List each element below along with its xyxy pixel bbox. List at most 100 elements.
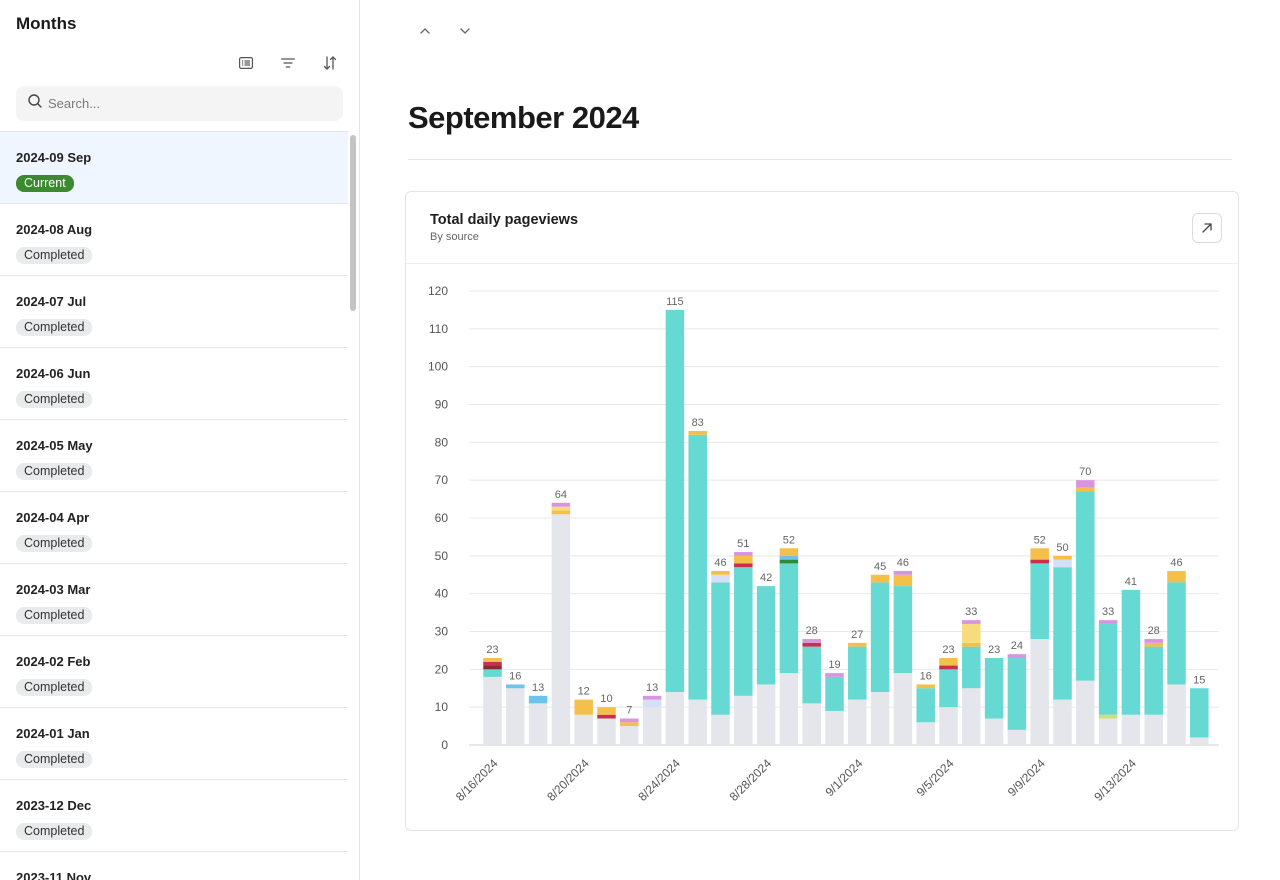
- bar-segment[interactable]: [1030, 548, 1049, 560]
- bar-segment[interactable]: [1076, 480, 1095, 488]
- bar-segment[interactable]: [551, 506, 571, 511]
- bar-segment[interactable]: [939, 665, 958, 670]
- bar-segment[interactable]: [483, 657, 502, 662]
- bar-segment[interactable]: [1053, 559, 1072, 568]
- list-item[interactable]: 2024-04 Apr Completed: [0, 492, 348, 564]
- bar-segment[interactable]: [734, 567, 753, 696]
- bar-segment[interactable]: [802, 646, 821, 704]
- list-item[interactable]: 2024-07 Jul Completed: [0, 276, 348, 348]
- bar-segment[interactable]: [597, 718, 616, 745]
- sort-icon[interactable]: [319, 52, 341, 74]
- bar-segment[interactable]: [665, 309, 685, 693]
- list-item[interactable]: 2024-08 Aug Completed: [0, 204, 348, 276]
- bar-segment[interactable]: [1167, 570, 1186, 583]
- bar-segment[interactable]: [916, 722, 935, 745]
- bar-segment[interactable]: [779, 563, 799, 674]
- bar-segment[interactable]: [756, 586, 776, 685]
- list-view-icon[interactable]: [235, 52, 257, 74]
- bar-segment[interactable]: [597, 707, 616, 715]
- bar-segment[interactable]: [1144, 642, 1163, 647]
- bar-segment[interactable]: [756, 684, 776, 745]
- list-item[interactable]: 2023-11 Nov: [0, 852, 348, 880]
- bar-segment[interactable]: [1007, 729, 1027, 745]
- bar-segment[interactable]: [916, 684, 935, 689]
- bar-segment[interactable]: [506, 688, 525, 745]
- bar-segment[interactable]: [893, 673, 913, 745]
- bar-segment[interactable]: [688, 699, 707, 745]
- bar-segment[interactable]: [984, 657, 1004, 719]
- bar-segment[interactable]: [984, 718, 1004, 745]
- bar-segment[interactable]: [1167, 582, 1186, 685]
- bar-segment[interactable]: [1144, 714, 1163, 745]
- bar-segment[interactable]: [734, 552, 753, 556]
- bar-segment[interactable]: [688, 434, 707, 700]
- bar-segment[interactable]: [825, 673, 844, 677]
- list-item[interactable]: 2024-03 Mar Completed: [0, 564, 348, 636]
- bar-segment[interactable]: [551, 510, 571, 515]
- bar-segment[interactable]: [825, 676, 844, 711]
- bar-segment[interactable]: [1098, 714, 1118, 719]
- bar-segment[interactable]: [779, 559, 799, 564]
- bar-segment[interactable]: [528, 695, 548, 704]
- bar-segment[interactable]: [870, 582, 890, 693]
- list-item[interactable]: 2024-02 Feb Completed: [0, 636, 348, 708]
- bar-segment[interactable]: [916, 688, 935, 723]
- bar-segment[interactable]: [1098, 623, 1118, 715]
- bar-segment[interactable]: [893, 574, 913, 587]
- bar-segment[interactable]: [1076, 491, 1095, 681]
- bar-segment[interactable]: [1030, 639, 1049, 745]
- bar-segment[interactable]: [734, 555, 753, 564]
- bar-segment[interactable]: [711, 582, 730, 715]
- bar-segment[interactable]: [665, 692, 685, 745]
- bar-segment[interactable]: [551, 502, 571, 507]
- bar-segment[interactable]: [528, 703, 548, 745]
- bar-segment[interactable]: [848, 646, 867, 700]
- bar-segment[interactable]: [1098, 718, 1118, 745]
- bar-segment[interactable]: [1007, 657, 1027, 730]
- bar-segment[interactable]: [506, 684, 525, 689]
- bar-segment[interactable]: [1030, 563, 1049, 640]
- bar-segment[interactable]: [825, 710, 844, 745]
- list-item[interactable]: 2024-06 Jun Completed: [0, 348, 348, 420]
- bar-segment[interactable]: [893, 570, 913, 575]
- list-item[interactable]: 2023-12 Dec Completed: [0, 780, 348, 852]
- bar-segment[interactable]: [483, 676, 502, 745]
- bar-segment[interactable]: [1076, 680, 1095, 745]
- list-item[interactable]: 2024-01 Jan Completed: [0, 708, 348, 780]
- bar-segment[interactable]: [779, 555, 799, 560]
- list-item[interactable]: 2024-05 May Completed: [0, 420, 348, 492]
- bar-segment[interactable]: [483, 665, 502, 670]
- list-item[interactable]: 2024-09 Sep Current: [0, 132, 348, 204]
- bar-segment[interactable]: [962, 623, 981, 643]
- bar-segment[interactable]: [597, 714, 616, 719]
- bar-segment[interactable]: [870, 574, 890, 583]
- bar-segment[interactable]: [939, 707, 958, 745]
- bar-segment[interactable]: [711, 570, 730, 575]
- bar-segment[interactable]: [802, 639, 821, 643]
- bar-segment[interactable]: [1167, 684, 1186, 745]
- bar-segment[interactable]: [802, 642, 821, 647]
- bar-segment[interactable]: [642, 695, 662, 700]
- chevron-up-icon[interactable]: [416, 22, 434, 40]
- bar-segment[interactable]: [962, 642, 981, 647]
- bar-segment[interactable]: [1053, 699, 1072, 745]
- bar-segment[interactable]: [711, 574, 730, 583]
- bar-segment[interactable]: [1121, 714, 1141, 745]
- bar-segment[interactable]: [734, 563, 753, 568]
- bar-segment[interactable]: [483, 661, 502, 666]
- bar-segment[interactable]: [574, 714, 593, 745]
- bar-segment[interactable]: [962, 620, 981, 624]
- bar-segment[interactable]: [734, 695, 753, 745]
- bar-segment[interactable]: [642, 707, 662, 745]
- bar-segment[interactable]: [939, 657, 958, 666]
- bar-segment[interactable]: [779, 548, 799, 556]
- bar-segment[interactable]: [1144, 646, 1163, 715]
- bar-segment[interactable]: [483, 669, 502, 677]
- bar-segment[interactable]: [1053, 567, 1072, 700]
- bar-segment[interactable]: [1076, 487, 1095, 492]
- bar-segment[interactable]: [779, 673, 799, 745]
- bar-segment[interactable]: [1121, 589, 1141, 715]
- bar-segment[interactable]: [962, 646, 981, 689]
- bar-segment[interactable]: [1190, 737, 1209, 745]
- search-input[interactable]: [48, 96, 328, 111]
